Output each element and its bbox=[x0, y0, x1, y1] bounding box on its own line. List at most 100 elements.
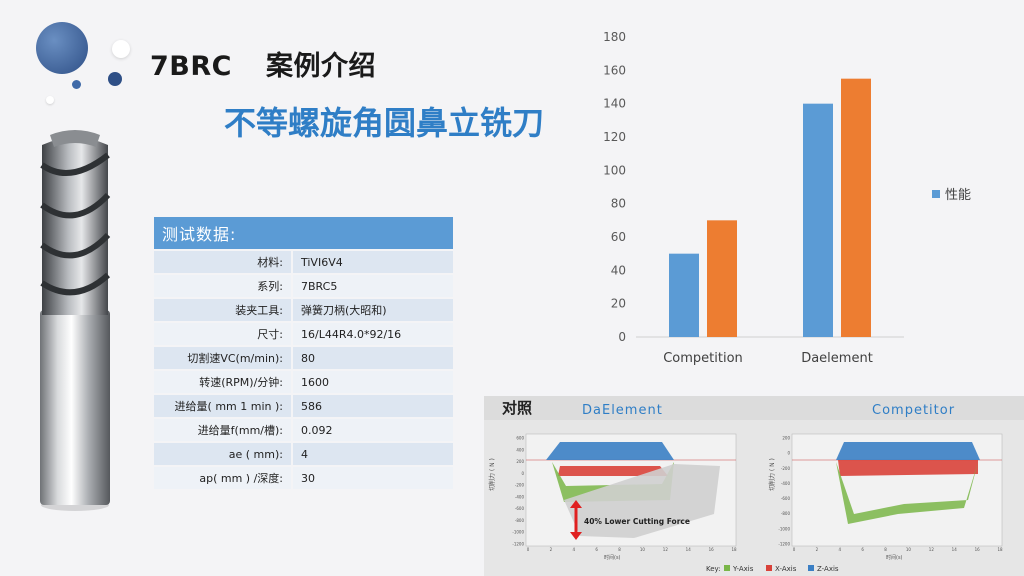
comparison-title: 对照 bbox=[502, 399, 532, 417]
table-row: 系列: 7BRC5 bbox=[154, 274, 453, 299]
plot-tick-label: 8 bbox=[618, 547, 621, 552]
right-plot-label: Competitor bbox=[872, 403, 955, 418]
plot-tick-label: 8 bbox=[884, 547, 887, 552]
plot-tick-label: 4 bbox=[839, 547, 842, 552]
plot-tick-label: 6 bbox=[595, 547, 598, 552]
table-header: 测试数据: bbox=[154, 217, 453, 251]
right-x-axis-label: 时间(s) bbox=[886, 554, 903, 561]
plot-tick-label: 600 bbox=[516, 436, 524, 441]
table-row: ae ( mm): 4 bbox=[154, 442, 453, 467]
table-row: 进给量( mm 1 min ): 586 bbox=[154, 394, 453, 419]
y-tick-label: 100 bbox=[603, 163, 626, 177]
plot-tick-label: 4 bbox=[573, 547, 576, 552]
plot-tick-label: -1200 bbox=[778, 542, 790, 547]
legend-swatch bbox=[808, 565, 814, 571]
row-value: TiVI6V4 bbox=[292, 250, 453, 275]
plot-tick-label: 14 bbox=[686, 547, 692, 552]
plot-tick-label: 0 bbox=[793, 547, 796, 552]
plot-tick-label: 2 bbox=[550, 547, 553, 552]
row-value: 16/L44R4.0*92/16 bbox=[292, 322, 453, 347]
row-value: 80 bbox=[292, 346, 453, 371]
plot-tick-label: 0 bbox=[521, 471, 524, 476]
table-row: 转速(RPM)/分钟: 1600 bbox=[154, 370, 453, 395]
row-label: ap( mm ) /深度: bbox=[154, 466, 293, 491]
row-value: 弹簧刀柄(大昭和) bbox=[292, 298, 453, 323]
left-y-axis-label: 切削力 ( N ) bbox=[488, 458, 496, 491]
legend-label: Y-Axis bbox=[732, 565, 754, 573]
row-label: 进给量f(mm/槽): bbox=[154, 418, 293, 443]
bar bbox=[841, 78, 871, 337]
plot-tick-label: -200 bbox=[515, 483, 525, 488]
plot-tick-label: 18 bbox=[997, 547, 1003, 552]
plot-tick-label: -1200 bbox=[512, 542, 524, 547]
category-label: Daelement bbox=[801, 351, 873, 366]
category-label: Competition bbox=[663, 351, 743, 366]
legend-key: Key: bbox=[706, 565, 721, 573]
legend-swatch bbox=[766, 565, 772, 571]
row-label: 材料: bbox=[154, 250, 293, 275]
left-force-plot: 切削力 ( N ) 600 400 200 0 -200 -400 -600 -800 -100… bbox=[488, 433, 737, 561]
row-label: 装夹工具: bbox=[154, 298, 293, 323]
plot-tick-label: 12 bbox=[929, 547, 935, 552]
row-label: ae ( mm): bbox=[154, 442, 293, 467]
plot-tick-label: 0 bbox=[787, 451, 790, 456]
decor-circle-small-white bbox=[112, 40, 130, 58]
table-row: 装夹工具: 弹簧刀柄(大昭和) bbox=[154, 298, 453, 323]
plot-tick-label: 10 bbox=[906, 547, 912, 552]
bar bbox=[707, 220, 737, 337]
row-value: 0.092 bbox=[292, 418, 453, 443]
row-label: 尺寸: bbox=[154, 322, 293, 347]
plot-tick-label: -200 bbox=[781, 466, 791, 471]
bar bbox=[803, 103, 833, 338]
reduction-annotation: 40% Lower Cutting Force bbox=[584, 517, 690, 526]
plot-tick-label: 2 bbox=[816, 547, 819, 552]
decor-circle-tiny bbox=[72, 80, 81, 89]
table-row: 切割速VC(m/min): 80 bbox=[154, 346, 453, 371]
product-code: 7BRC bbox=[150, 51, 232, 82]
plot-tick-label: 16 bbox=[709, 547, 715, 552]
table-row: 材料: TiVI6V4 bbox=[154, 250, 453, 275]
row-value: 586 bbox=[292, 394, 453, 419]
test-data-table: 测试数据: 材料: TiVI6V4 系列: 7BRC5 装夹工具: 弹簧刀柄(大昭和)… bbox=[154, 217, 453, 491]
table-row: 尺寸: 16/L44R4.0*92/16 bbox=[154, 322, 453, 347]
page-subtitle: 不等螺旋角圆鼻立铣刀 bbox=[224, 104, 545, 142]
row-value: 7BRC5 bbox=[292, 274, 453, 299]
plot-tick-label: -1000 bbox=[778, 526, 790, 531]
plot-tick-label: 10 bbox=[640, 547, 646, 552]
left-plot-label: DaElement bbox=[582, 403, 663, 418]
y-tick-label: 0 bbox=[618, 330, 626, 344]
plot-tick-label: 16 bbox=[975, 547, 981, 552]
y-tick-label: 140 bbox=[603, 97, 626, 111]
plot-tick-label: 200 bbox=[516, 459, 524, 464]
y-tick-label: 40 bbox=[611, 263, 626, 277]
plot-tick-label: -800 bbox=[781, 511, 791, 516]
y-tick-label: 180 bbox=[603, 30, 626, 44]
legend-label: X-Axis bbox=[775, 565, 797, 573]
plot-tick-label: -800 bbox=[515, 518, 525, 523]
decor-circle-tiny-white bbox=[46, 96, 54, 104]
right-force-plot: 切削力 ( N ) 200 0 -200 -400 -600 -800 -1000 -1200… bbox=[768, 433, 1003, 561]
legend-swatch bbox=[932, 190, 940, 198]
decor-circle-large bbox=[36, 22, 88, 74]
row-label: 转速(RPM)/分钟: bbox=[154, 370, 293, 395]
row-label: 进给量( mm 1 min ): bbox=[154, 394, 293, 419]
plot-tick-label: 0 bbox=[527, 547, 530, 552]
row-label: 系列: bbox=[154, 274, 293, 299]
end-mill-image bbox=[40, 130, 111, 511]
plot-tick-label: 200 bbox=[782, 436, 790, 441]
row-value: 4 bbox=[292, 442, 453, 467]
plot-tick-label: -1000 bbox=[512, 530, 524, 535]
plot-tick-label: 12 bbox=[663, 547, 669, 552]
plot-tick-label: -400 bbox=[515, 494, 525, 499]
bar bbox=[669, 253, 699, 337]
plot-tick-label: -600 bbox=[781, 496, 791, 501]
plot-tick-label: 14 bbox=[952, 547, 958, 552]
plot-tick-label: -400 bbox=[781, 481, 791, 486]
y-tick-label: 160 bbox=[603, 63, 626, 77]
legend-label: 性能 bbox=[945, 188, 971, 203]
right-y-axis-label: 切削力 ( N ) bbox=[768, 458, 776, 491]
performance-bar-chart: 0 20 40 60 80 100 120 140 160 180 Competition Daele… bbox=[603, 30, 971, 366]
row-value: 1600 bbox=[292, 370, 453, 395]
cutting-force-comparison: 对照 DaElement Competitor 切削力 ( N ) 600400… bbox=[484, 396, 1024, 576]
legend-swatch bbox=[724, 565, 730, 571]
